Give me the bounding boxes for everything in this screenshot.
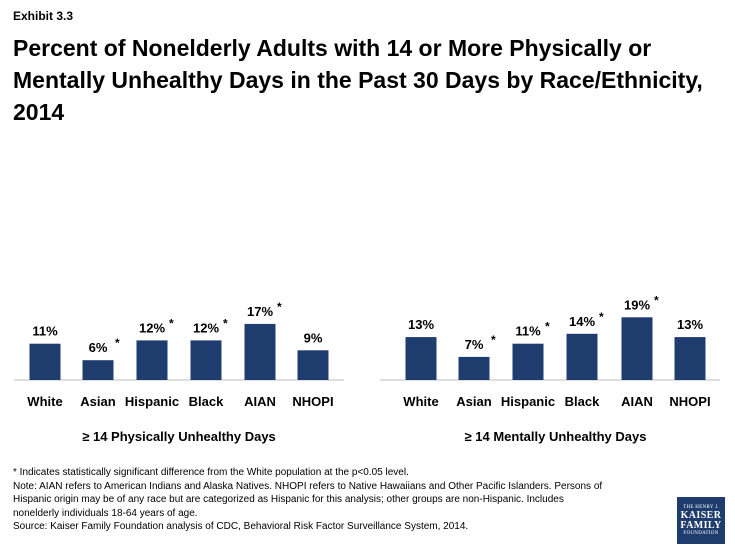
chart-title: Percent of Nonelderly Adults with 14 or … bbox=[13, 35, 703, 125]
bar-aian bbox=[244, 323, 276, 380]
kff-logo: THE HENRY J. KAISER FAMILY FOUNDATION bbox=[677, 497, 725, 544]
category-label: Hispanic bbox=[125, 394, 179, 409]
data-label: 11% bbox=[515, 324, 541, 339]
logo-text-family: FAMILY bbox=[680, 519, 722, 531]
category-label: NHOPI bbox=[292, 394, 333, 409]
significance-asterisk: * bbox=[545, 320, 550, 334]
bar-hispanic bbox=[512, 343, 544, 380]
exhibit-label: Exhibit 3.3 bbox=[13, 9, 74, 23]
significance-asterisk: * bbox=[599, 310, 604, 324]
data-label: 6% bbox=[89, 340, 108, 355]
data-label: 12% bbox=[139, 320, 165, 335]
bar-hispanic bbox=[136, 340, 168, 380]
data-label: 7% bbox=[465, 337, 484, 352]
data-label: 9% bbox=[304, 330, 323, 345]
bar-nhopi bbox=[297, 350, 329, 380]
logo-text-kaiser: KAISER bbox=[680, 509, 722, 521]
significance-asterisk: * bbox=[115, 336, 120, 350]
bar-white bbox=[29, 343, 61, 380]
panel-label: ≥ 14 Mentally Unhealthy Days bbox=[465, 429, 647, 444]
source-note: Source: Kaiser Family Foundation analysi… bbox=[13, 521, 469, 533]
significance-note: * Indicates statistically significant di… bbox=[13, 467, 409, 478]
category-label: AIAN bbox=[621, 394, 653, 409]
bar-white bbox=[405, 337, 437, 380]
data-label: 19% bbox=[624, 297, 650, 312]
chart-physically-unhealthy: 11% White 6% * Asian 12% * Hispanic 12% * Black 17%… bbox=[14, 300, 344, 444]
category-label: White bbox=[403, 394, 438, 409]
category-label: NHOPI bbox=[669, 394, 710, 409]
category-label: Black bbox=[565, 394, 600, 409]
bar-charts: 11% White 6% * Asian 12% * Hispanic 12% * Black 17%… bbox=[14, 293, 720, 444]
data-label: 11% bbox=[32, 324, 58, 339]
chart-mentally-unhealthy: 13% White 7% * Asian 11% * Hispanic 14% * Black 19%… bbox=[380, 293, 720, 444]
significance-asterisk: * bbox=[277, 300, 282, 314]
data-label: 14% bbox=[569, 314, 595, 329]
bar-asian bbox=[458, 356, 490, 380]
panel-label: ≥ 14 Physically Unhealthy Days bbox=[82, 429, 276, 444]
note-line: nonelderly individuals 18-64 years of ag… bbox=[13, 507, 198, 519]
significance-asterisk: * bbox=[223, 316, 228, 330]
significance-asterisk: * bbox=[654, 293, 659, 307]
category-label: Asian bbox=[456, 394, 491, 409]
category-label: AIAN bbox=[244, 394, 276, 409]
category-label: White bbox=[27, 394, 62, 409]
footnotes: * Indicates statistically significant di… bbox=[13, 466, 663, 534]
logo-text-top: THE HENRY J. bbox=[683, 504, 719, 510]
category-label: Hispanic bbox=[501, 394, 555, 409]
bar-nhopi bbox=[674, 337, 706, 380]
logo-text-foundation: FOUNDATION bbox=[683, 530, 719, 536]
category-label: Black bbox=[189, 394, 224, 409]
bar-aian bbox=[621, 317, 653, 380]
data-label: 13% bbox=[677, 317, 703, 332]
note-line: Note: AIAN refers to American Indians an… bbox=[13, 480, 603, 492]
note-line: Hispanic origin may be of any race but a… bbox=[13, 494, 564, 506]
bar-asian bbox=[82, 360, 114, 380]
bar-black bbox=[566, 333, 598, 380]
significance-asterisk: * bbox=[491, 333, 496, 347]
data-label: 12% bbox=[193, 320, 219, 335]
data-label: 17% bbox=[247, 304, 273, 319]
significance-asterisk: * bbox=[169, 316, 174, 330]
category-label: Asian bbox=[80, 394, 115, 409]
data-label: 13% bbox=[408, 317, 434, 332]
bar-black bbox=[190, 340, 222, 380]
